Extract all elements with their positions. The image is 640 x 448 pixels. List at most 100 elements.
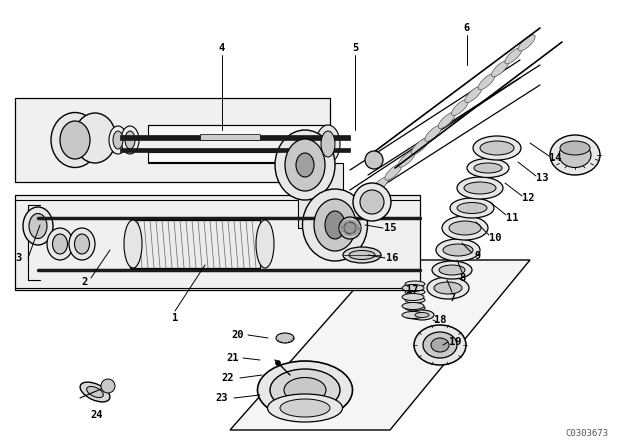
Text: 14: 14 <box>548 153 561 163</box>
Ellipse shape <box>451 99 468 116</box>
Ellipse shape <box>365 151 383 169</box>
Ellipse shape <box>80 382 110 402</box>
Ellipse shape <box>432 261 472 279</box>
Ellipse shape <box>360 190 384 214</box>
Bar <box>148 152 328 162</box>
Ellipse shape <box>343 247 381 263</box>
Ellipse shape <box>505 48 522 64</box>
Bar <box>130 220 260 268</box>
Ellipse shape <box>314 199 356 251</box>
Ellipse shape <box>402 284 424 292</box>
Text: 19: 19 <box>449 337 461 347</box>
Ellipse shape <box>275 361 280 366</box>
Ellipse shape <box>257 361 353 419</box>
Ellipse shape <box>60 121 90 159</box>
Text: 24: 24 <box>91 410 103 420</box>
Text: 15: 15 <box>384 223 396 233</box>
Ellipse shape <box>29 214 47 238</box>
Ellipse shape <box>480 141 514 155</box>
Text: 17: 17 <box>406 285 419 295</box>
Ellipse shape <box>559 142 591 168</box>
Ellipse shape <box>478 73 495 90</box>
Ellipse shape <box>415 313 429 318</box>
Ellipse shape <box>74 113 116 163</box>
Ellipse shape <box>121 126 139 154</box>
Text: 20: 20 <box>232 330 244 340</box>
Text: 7: 7 <box>449 293 455 303</box>
Text: 11: 11 <box>506 213 518 223</box>
Ellipse shape <box>473 136 521 160</box>
Ellipse shape <box>425 125 442 142</box>
Ellipse shape <box>321 131 335 157</box>
Bar <box>130 220 260 268</box>
Ellipse shape <box>385 164 402 180</box>
Ellipse shape <box>405 313 425 319</box>
Text: 12: 12 <box>522 193 534 203</box>
Ellipse shape <box>113 131 123 149</box>
Polygon shape <box>15 98 330 182</box>
Bar <box>120 148 350 152</box>
Ellipse shape <box>439 265 465 275</box>
Ellipse shape <box>47 228 73 260</box>
Ellipse shape <box>339 217 361 239</box>
Text: 3: 3 <box>15 253 21 263</box>
Ellipse shape <box>405 305 425 311</box>
Ellipse shape <box>402 293 424 301</box>
Ellipse shape <box>427 277 469 299</box>
Text: C0303673: C0303673 <box>565 429 608 438</box>
Ellipse shape <box>349 250 375 259</box>
Ellipse shape <box>51 112 99 168</box>
Ellipse shape <box>344 222 356 234</box>
Ellipse shape <box>414 325 466 365</box>
Text: 21: 21 <box>227 353 239 363</box>
Ellipse shape <box>325 211 345 239</box>
Ellipse shape <box>467 159 509 177</box>
Ellipse shape <box>412 138 429 154</box>
Ellipse shape <box>275 130 335 200</box>
Ellipse shape <box>550 135 600 175</box>
Ellipse shape <box>436 239 480 261</box>
Ellipse shape <box>434 282 462 294</box>
Ellipse shape <box>296 153 314 177</box>
Ellipse shape <box>125 131 135 149</box>
Text: 16: 16 <box>386 253 398 263</box>
Circle shape <box>101 379 115 393</box>
Ellipse shape <box>492 60 509 77</box>
Text: 13: 13 <box>536 173 548 183</box>
Text: 1: 1 <box>172 313 178 323</box>
Ellipse shape <box>268 394 342 422</box>
Bar <box>298 163 343 228</box>
Ellipse shape <box>124 220 142 268</box>
Ellipse shape <box>398 151 415 167</box>
Ellipse shape <box>449 221 481 235</box>
Ellipse shape <box>316 125 340 163</box>
Ellipse shape <box>353 183 391 221</box>
Ellipse shape <box>74 234 90 254</box>
Ellipse shape <box>270 369 340 411</box>
Ellipse shape <box>405 297 425 303</box>
Text: 18: 18 <box>434 315 446 325</box>
Text: 23: 23 <box>216 393 228 403</box>
Ellipse shape <box>438 112 455 129</box>
Ellipse shape <box>23 207 53 245</box>
Text: 22: 22 <box>221 373 234 383</box>
Ellipse shape <box>443 244 473 256</box>
Ellipse shape <box>464 182 496 194</box>
Bar <box>148 125 328 137</box>
Ellipse shape <box>371 177 388 193</box>
Ellipse shape <box>474 163 502 173</box>
Ellipse shape <box>69 228 95 260</box>
Bar <box>200 134 260 140</box>
Ellipse shape <box>457 202 487 214</box>
Bar <box>120 135 350 140</box>
Ellipse shape <box>431 338 449 352</box>
Ellipse shape <box>276 333 294 343</box>
Ellipse shape <box>410 310 434 320</box>
Ellipse shape <box>284 378 326 402</box>
Text: 5: 5 <box>352 43 358 53</box>
Text: 8: 8 <box>459 273 465 283</box>
Text: 9: 9 <box>475 251 481 261</box>
Ellipse shape <box>450 198 494 218</box>
Ellipse shape <box>256 220 274 268</box>
Ellipse shape <box>518 35 535 51</box>
